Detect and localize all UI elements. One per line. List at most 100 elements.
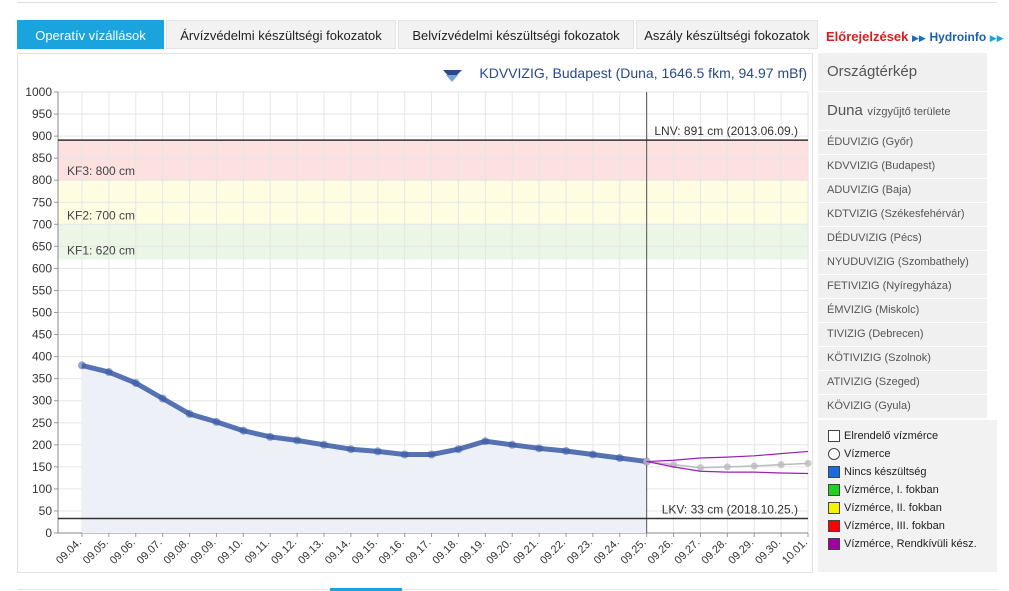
station-link[interactable]: KDTVIZIG (Székesfehérvár): [818, 203, 987, 226]
legend: Elrendelő vízmérce Vízmerce Nincs készülts…: [818, 420, 997, 572]
y-tick-label: 400: [32, 350, 52, 364]
station-link[interactable]: ATIVIZIG (Szeged): [818, 371, 987, 394]
station-link[interactable]: ADUVIZIG (Baja): [818, 179, 987, 202]
station-link[interactable]: DÉDUVIZIG (Pécs): [818, 227, 987, 250]
y-tick-label: 0: [45, 526, 52, 540]
series-line: [646, 450, 809, 463]
data-point: [266, 432, 275, 441]
y-tick-label: 100: [32, 482, 52, 496]
y-tick-label: 350: [32, 372, 52, 386]
data-point: [239, 426, 248, 435]
arrow-icon: ▶▶: [912, 33, 926, 43]
y-tick-label: 300: [32, 394, 52, 408]
bottom-rule: [17, 589, 997, 590]
station-link[interactable]: ÉMVIZIG (Miskolc): [818, 299, 987, 322]
tab[interactable]: Operatív vízállások: [17, 20, 164, 49]
legend-swatch: [828, 538, 840, 550]
y-tick-label: 200: [32, 438, 52, 452]
legend-label: Vízmérce, III. fokban: [844, 520, 945, 532]
forecast-link[interactable]: Előrejelzések: [826, 29, 909, 44]
forecast-links: Előrejelzések ▶▶ Hydroinfo ▶▶: [826, 29, 1004, 44]
data-point: [481, 437, 490, 446]
data-point: [78, 361, 86, 370]
y-tick-label: 500: [32, 306, 52, 320]
data-point: [535, 444, 544, 453]
y-tick-label: 900: [32, 129, 52, 143]
series-line: [646, 460, 809, 475]
data-point: [454, 445, 463, 454]
tab[interactable]: Árvízvédelmi készültségi fokozatok: [166, 20, 396, 49]
station-link[interactable]: FETIVIZIG (Nyíregyháza): [818, 275, 987, 298]
legend-label: Vízmérce, Rendkívüli kész.: [844, 538, 977, 550]
data-point: [400, 450, 409, 459]
data-point: [696, 464, 704, 472]
legend-label: Elrendelő vízmérce: [844, 430, 939, 442]
station-link[interactable]: KÖVIZIG (Gyula): [818, 395, 987, 418]
y-tick-label: 850: [32, 151, 52, 165]
y-tick-label: 700: [32, 217, 52, 231]
legend-label: Nincs készültség: [844, 466, 927, 478]
band-label: KF2: 700 cm: [67, 208, 135, 222]
data-point: [320, 440, 328, 449]
threshold-band: [58, 224, 808, 260]
legend-label: Vízmérce, II. fokban: [844, 502, 942, 514]
y-tick-label: 950: [32, 107, 52, 121]
legend-swatch: [828, 484, 840, 496]
basin-suffix: vízgyűjtő területe: [867, 106, 951, 118]
data-point: [212, 417, 221, 426]
y-tick-label: 750: [32, 195, 52, 209]
reference-label: LNV: 891 cm (2013.06.09.): [654, 124, 798, 138]
arrow-icon: ▶▶: [989, 33, 1004, 43]
data-point: [104, 368, 113, 377]
station-list: ÉDUVIZIG (Győr) KDVVIZIG (Budapest) ADUVIZ…: [818, 131, 987, 418]
data-point: [723, 463, 731, 471]
data-point: [158, 394, 167, 403]
band-label: KF1: 620 cm: [67, 244, 135, 258]
y-tick-label: 450: [32, 328, 52, 342]
data-point: [588, 450, 597, 459]
chart: KDVVIZIG, Budapest (Duna, 1646.5 fkm, 94…: [17, 53, 813, 573]
hydroinfo-link[interactable]: Hydroinfo: [929, 30, 987, 44]
legend-swatch: [828, 520, 840, 532]
title-icon: [446, 75, 458, 82]
station-link[interactable]: KDVVIZIG (Budapest): [818, 155, 987, 178]
legend-swatch: [828, 466, 840, 478]
legend-swatch: [828, 448, 840, 460]
data-point: [562, 446, 570, 455]
data-point: [750, 462, 758, 470]
map-link[interactable]: Országtérkép: [818, 53, 987, 91]
y-tick-label: 600: [32, 261, 52, 275]
threshold-band: [58, 140, 808, 181]
top-rule: [17, 2, 997, 3]
data-point: [508, 440, 517, 449]
band-label: KF3: 800 cm: [67, 164, 135, 178]
sidebar: Országtérkép Duna vízgyűjtő területe ÉDU…: [818, 53, 987, 419]
station-link[interactable]: NYUDUVIZIG (Szombathely): [818, 251, 987, 274]
station-link[interactable]: KÖTIVIZIG (Szolnok): [818, 347, 987, 370]
series-line: [81, 362, 647, 465]
station-link[interactable]: ÉDUVIZIG (Győr): [818, 131, 987, 154]
basin-header: Duna vízgyűjtő területe: [818, 92, 987, 130]
data-point: [293, 436, 302, 445]
data-point: [346, 445, 355, 454]
y-tick-label: 50: [39, 504, 53, 518]
tab[interactable]: Aszály készültségi fokozatok: [636, 20, 818, 49]
legend-label: Vízmérce, I. fokban: [844, 484, 939, 496]
legend-swatch: [828, 430, 840, 442]
y-tick-label: 250: [32, 416, 52, 430]
y-tick-label: 550: [32, 283, 52, 297]
data-point: [777, 461, 785, 469]
tab[interactable]: Belvízvédelmi készültségi fokozatok: [398, 20, 634, 49]
chart-title: KDVVIZIG, Budapest (Duna, 1646.5 fkm, 94…: [479, 65, 807, 81]
data-point: [427, 450, 436, 459]
area-fill: [82, 365, 647, 533]
station-link[interactable]: TIVIZIG (Debrecen): [818, 323, 987, 346]
data-point: [373, 447, 382, 456]
data-point: [185, 409, 194, 418]
y-tick-label: 1000: [25, 85, 52, 99]
reference-label: LKV: 33 cm (2018.10.25.): [662, 502, 798, 516]
y-tick-label: 650: [32, 239, 52, 253]
y-tick-label: 150: [32, 460, 52, 474]
data-point: [804, 459, 812, 467]
